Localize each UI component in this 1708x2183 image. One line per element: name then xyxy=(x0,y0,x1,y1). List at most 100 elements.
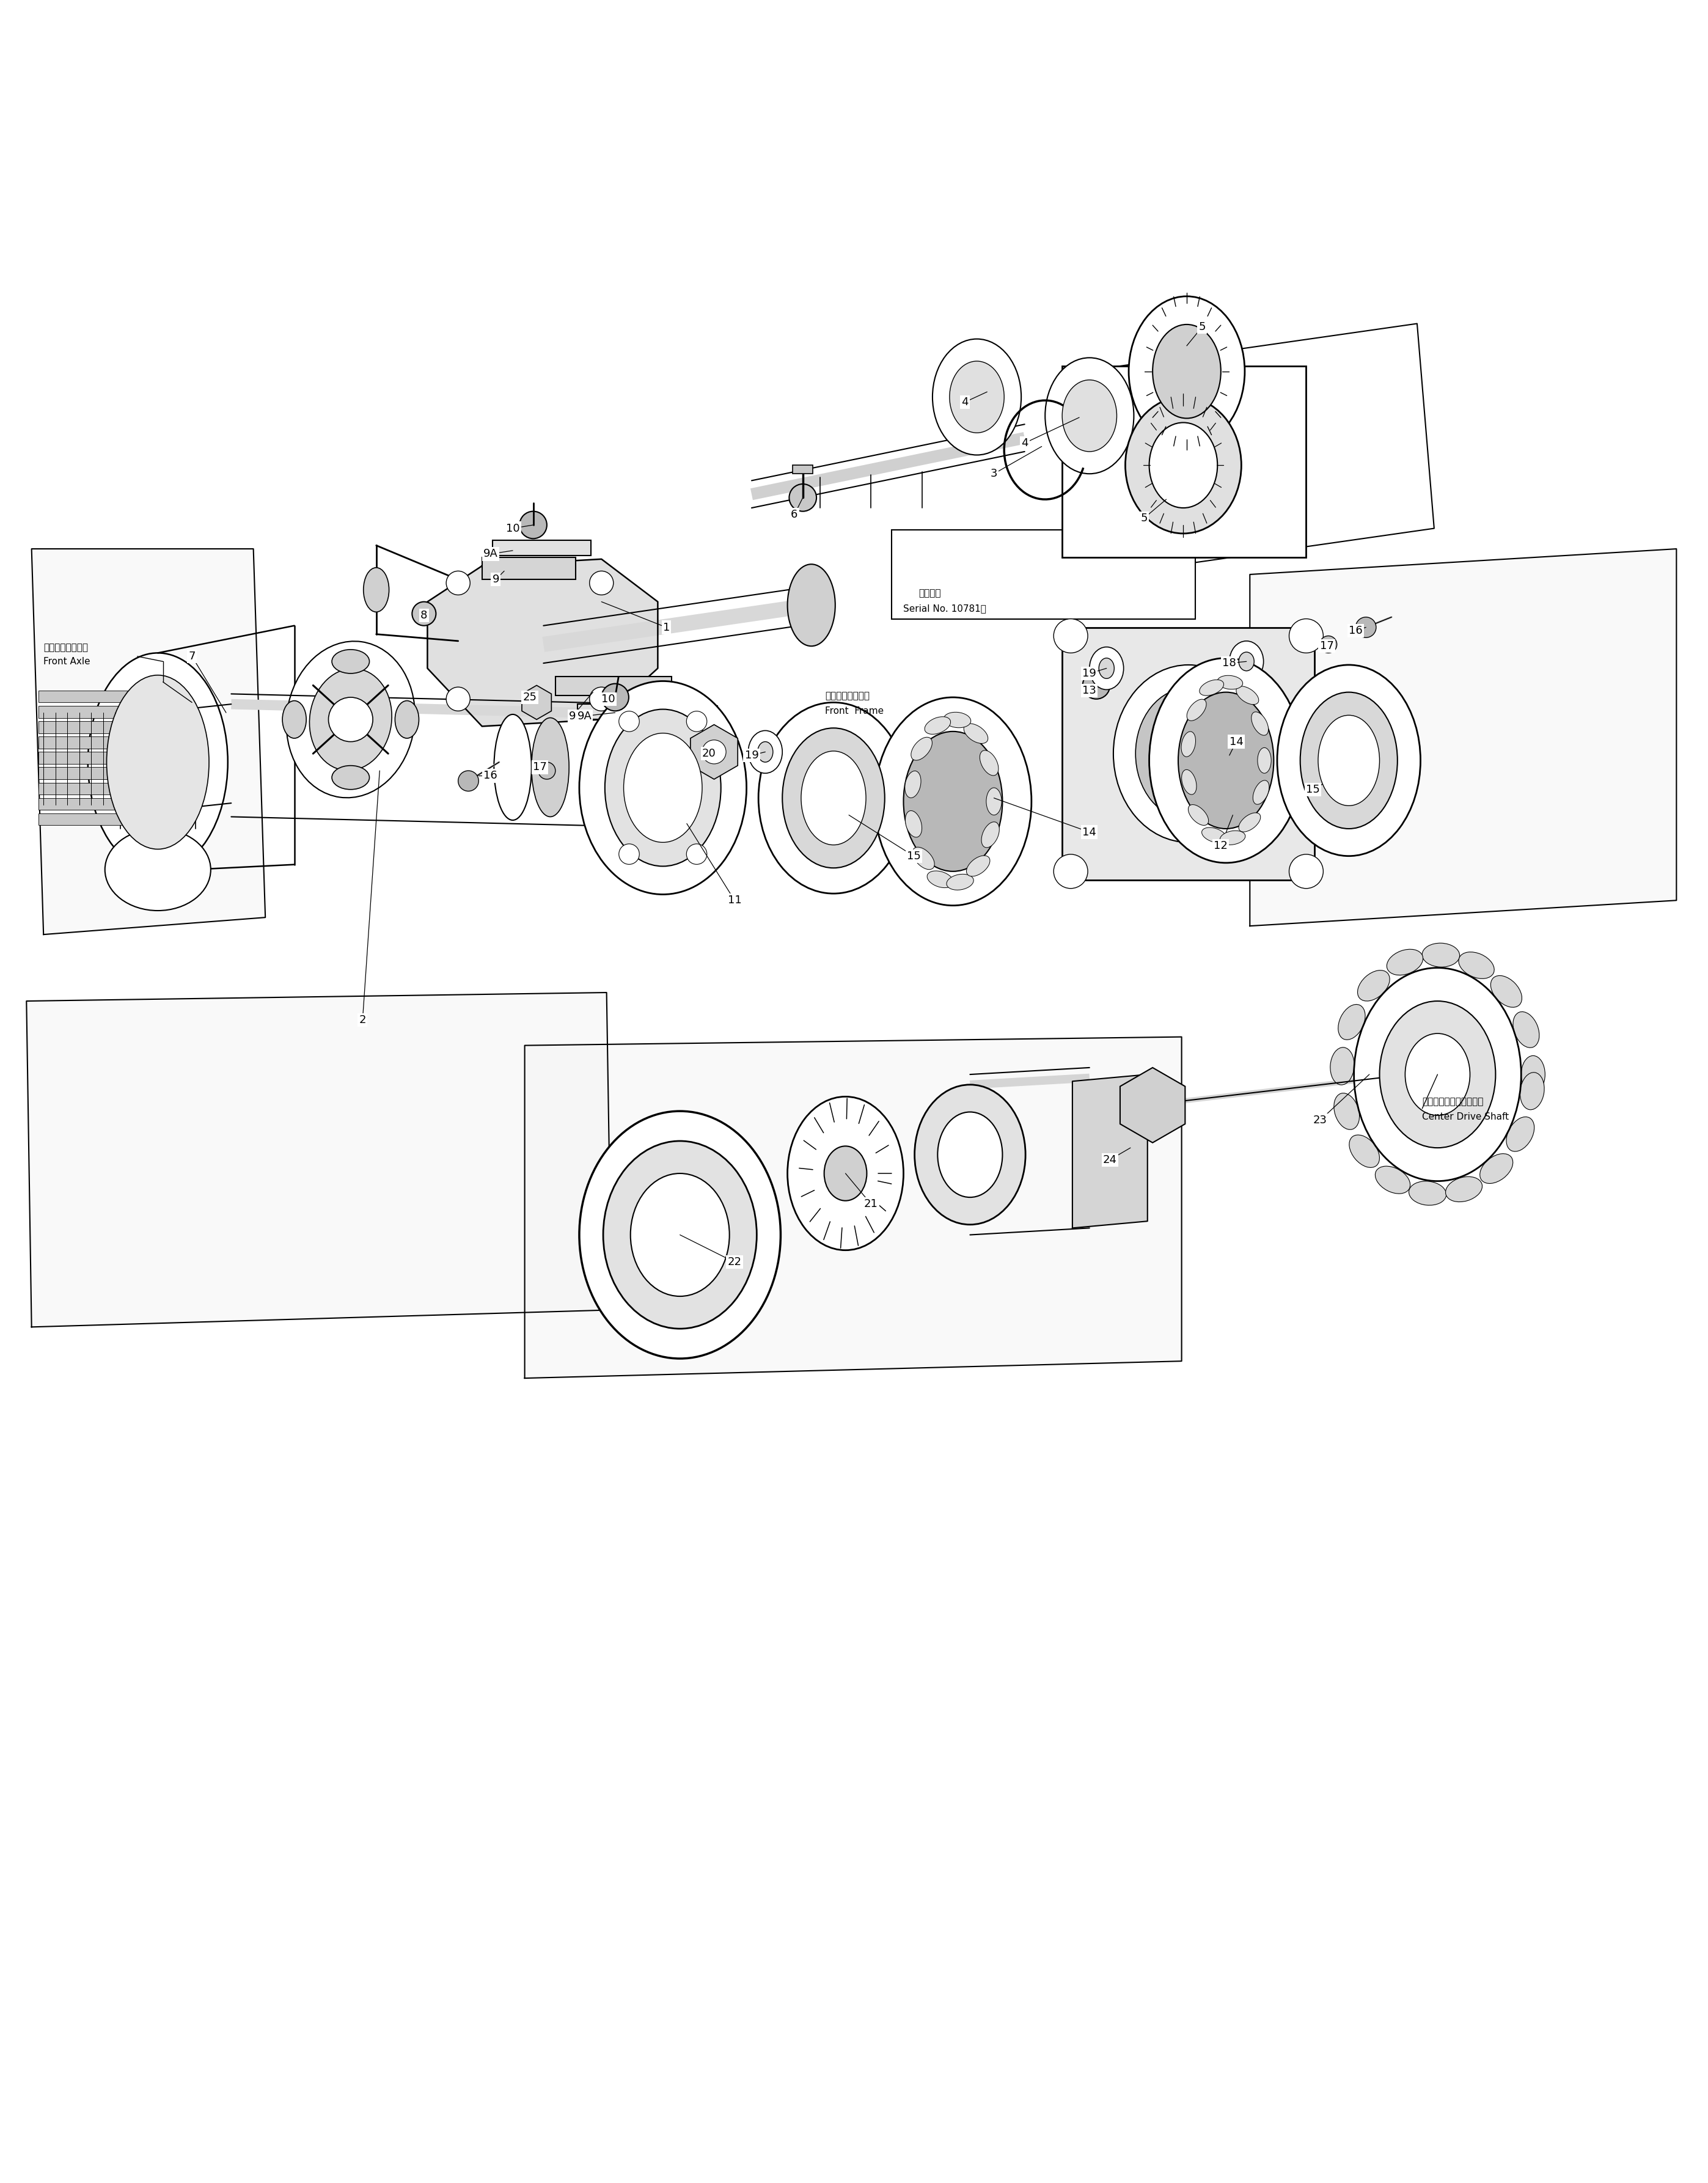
Ellipse shape xyxy=(1187,699,1206,720)
Text: 22: 22 xyxy=(728,1257,741,1268)
Ellipse shape xyxy=(801,751,866,845)
Ellipse shape xyxy=(1522,1057,1546,1094)
Circle shape xyxy=(589,688,613,712)
Ellipse shape xyxy=(309,668,391,771)
Ellipse shape xyxy=(1182,771,1197,795)
Bar xyxy=(1062,627,1315,880)
Bar xyxy=(482,557,576,578)
Circle shape xyxy=(1320,635,1337,653)
Ellipse shape xyxy=(1238,653,1254,670)
Circle shape xyxy=(446,688,470,712)
Ellipse shape xyxy=(395,701,418,738)
Ellipse shape xyxy=(1354,967,1522,1181)
Text: 16: 16 xyxy=(1349,624,1363,635)
Ellipse shape xyxy=(1506,1118,1534,1150)
Ellipse shape xyxy=(630,1174,729,1297)
Circle shape xyxy=(538,762,555,779)
Text: 2: 2 xyxy=(359,1015,366,1026)
Ellipse shape xyxy=(1090,646,1124,690)
Text: 23: 23 xyxy=(1313,1116,1327,1126)
Text: 10: 10 xyxy=(506,524,519,535)
Bar xyxy=(38,751,183,764)
Ellipse shape xyxy=(787,563,835,646)
Ellipse shape xyxy=(946,873,974,891)
Text: 10: 10 xyxy=(601,694,615,705)
Ellipse shape xyxy=(1257,747,1271,773)
Ellipse shape xyxy=(1491,976,1522,1006)
Text: 20: 20 xyxy=(702,749,716,760)
Text: 4: 4 xyxy=(962,397,968,408)
Text: 14: 14 xyxy=(1230,736,1243,747)
Ellipse shape xyxy=(1375,1166,1411,1194)
Ellipse shape xyxy=(924,716,951,733)
Ellipse shape xyxy=(933,338,1021,454)
Ellipse shape xyxy=(967,856,991,875)
Ellipse shape xyxy=(982,821,999,847)
Ellipse shape xyxy=(938,1111,1003,1196)
Ellipse shape xyxy=(1126,397,1242,533)
Bar xyxy=(38,736,183,749)
Ellipse shape xyxy=(104,830,210,910)
Text: 21: 21 xyxy=(864,1198,878,1209)
Text: 18: 18 xyxy=(1223,657,1237,668)
Bar xyxy=(38,690,183,703)
Ellipse shape xyxy=(980,751,999,775)
Text: 17: 17 xyxy=(533,762,547,773)
Ellipse shape xyxy=(1218,675,1243,690)
Ellipse shape xyxy=(782,727,885,869)
Ellipse shape xyxy=(1238,812,1261,832)
Circle shape xyxy=(687,845,707,864)
Text: 適用号機: 適用号機 xyxy=(919,589,941,598)
Polygon shape xyxy=(1073,1074,1148,1229)
Text: フロントアクスル: フロントアクスル xyxy=(43,644,89,653)
Bar xyxy=(38,720,183,733)
Ellipse shape xyxy=(1380,1002,1496,1148)
Ellipse shape xyxy=(1136,688,1242,819)
Circle shape xyxy=(687,712,707,731)
Text: 17: 17 xyxy=(1320,640,1334,651)
Circle shape xyxy=(601,683,629,712)
Circle shape xyxy=(1054,618,1088,653)
Text: 15: 15 xyxy=(907,851,921,862)
Circle shape xyxy=(1290,854,1324,888)
Ellipse shape xyxy=(605,709,721,867)
Ellipse shape xyxy=(758,742,774,762)
Circle shape xyxy=(1054,854,1088,888)
Ellipse shape xyxy=(603,1142,757,1329)
Text: 25: 25 xyxy=(523,692,536,703)
Text: 24: 24 xyxy=(1103,1155,1117,1166)
Bar xyxy=(1062,367,1307,557)
Ellipse shape xyxy=(1406,1033,1471,1116)
Circle shape xyxy=(519,511,547,539)
Ellipse shape xyxy=(531,718,569,816)
Ellipse shape xyxy=(106,675,208,849)
Ellipse shape xyxy=(1358,969,1390,1002)
Ellipse shape xyxy=(825,1146,866,1201)
Text: センタドライブシャフト: センタドライブシャフト xyxy=(1423,1098,1484,1107)
Ellipse shape xyxy=(1129,297,1245,448)
Text: 11: 11 xyxy=(728,895,741,906)
Circle shape xyxy=(446,572,470,596)
Ellipse shape xyxy=(1237,685,1259,705)
Polygon shape xyxy=(524,1037,1182,1377)
Circle shape xyxy=(589,572,613,596)
Text: Center Drive Shaft: Center Drive Shaft xyxy=(1423,1113,1510,1122)
Ellipse shape xyxy=(927,871,953,888)
Bar xyxy=(38,814,183,825)
Text: 16: 16 xyxy=(483,771,497,782)
Ellipse shape xyxy=(910,738,933,760)
Ellipse shape xyxy=(912,847,934,869)
Ellipse shape xyxy=(1387,950,1423,976)
Text: Front Axle: Front Axle xyxy=(43,657,91,666)
Text: 1: 1 xyxy=(663,622,670,633)
Ellipse shape xyxy=(623,733,702,843)
Circle shape xyxy=(618,845,639,864)
Ellipse shape xyxy=(950,360,1004,432)
Ellipse shape xyxy=(758,703,909,893)
Text: Serial No. 10781～: Serial No. 10781～ xyxy=(904,605,987,613)
Circle shape xyxy=(789,485,816,511)
Ellipse shape xyxy=(1149,657,1303,862)
Text: 19: 19 xyxy=(745,749,758,762)
Polygon shape xyxy=(1250,548,1677,926)
Ellipse shape xyxy=(1114,666,1264,843)
